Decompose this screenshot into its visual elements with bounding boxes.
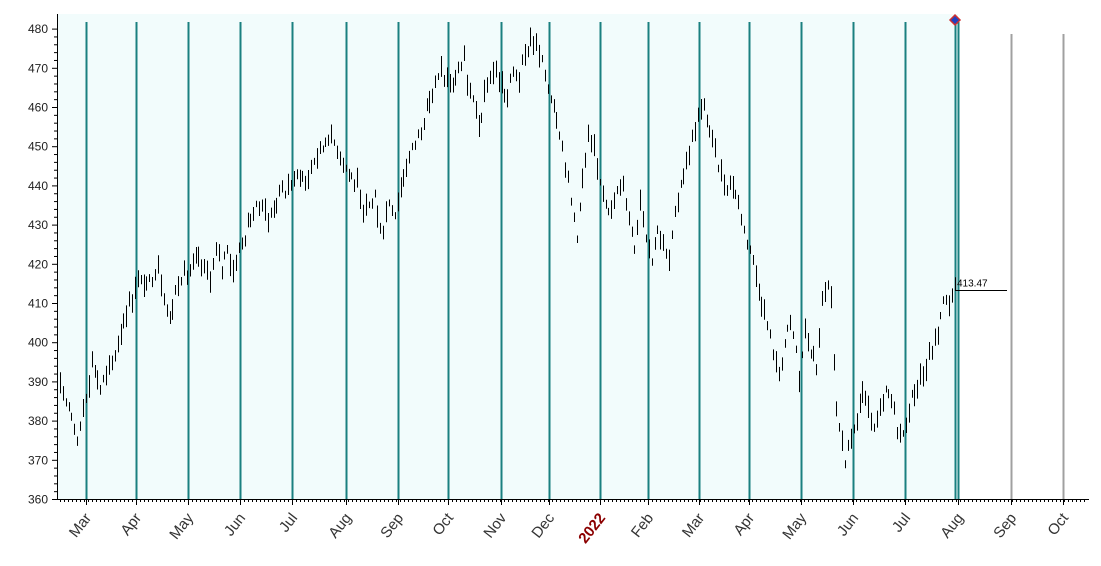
y-tick-label: 380 xyxy=(28,414,48,428)
y-tick-label: 460 xyxy=(28,101,48,115)
y-tick-label: 480 xyxy=(28,22,48,36)
x-month-label: Mar xyxy=(66,510,95,541)
y-tick-label: 390 xyxy=(28,375,48,389)
x-month-label: Jun xyxy=(221,510,249,540)
month-grid-lines xyxy=(85,20,1065,499)
x-month-label: Sep xyxy=(990,510,1020,542)
x-month-label: Sep xyxy=(377,510,407,542)
x-month-label: Jul xyxy=(889,510,914,536)
x-month-label: Jul xyxy=(276,510,301,536)
x-month-label: Mar xyxy=(679,510,708,541)
current-position-marker xyxy=(948,13,962,27)
y-tick-label: 360 xyxy=(28,493,48,507)
x-month-label: Aug xyxy=(325,510,355,542)
x-month-label: Dec xyxy=(528,510,558,542)
x-month-label: Nov xyxy=(480,510,510,542)
y-tick-label: 400 xyxy=(28,336,48,350)
x-month-label: Apr xyxy=(117,510,145,539)
x-month-label: Feb xyxy=(628,510,657,541)
y-tick-label: 410 xyxy=(28,297,48,311)
price-bars xyxy=(57,27,956,469)
x-month-label: Oct xyxy=(1044,509,1072,539)
last-value-label: 413.47 xyxy=(957,279,988,290)
x-axis: Mar Apr May Jun Jul Aug Sep Oct Nov Dec 2022 Feb Mar… xyxy=(60,499,1085,547)
y-tick-label: 430 xyxy=(28,218,48,232)
x-month-label: Jun xyxy=(834,510,862,540)
x-month-label: May xyxy=(166,510,197,543)
x-year-label: 2022 xyxy=(575,510,609,547)
y-tick-label: 450 xyxy=(28,140,48,154)
x-month-label: Apr xyxy=(730,510,758,539)
y-tick-label: 440 xyxy=(28,179,48,193)
y-tick-label: 370 xyxy=(28,453,48,467)
x-month-label: Aug xyxy=(937,510,967,542)
x-month-label: May xyxy=(779,510,810,543)
y-tick-label: 470 xyxy=(28,61,48,75)
x-month-label: Oct xyxy=(429,509,457,539)
y-axis: 360 370 380 390 400 410 420 430 440 450 460 470 480 xyxy=(28,22,57,507)
y-tick-label: 420 xyxy=(28,257,48,271)
